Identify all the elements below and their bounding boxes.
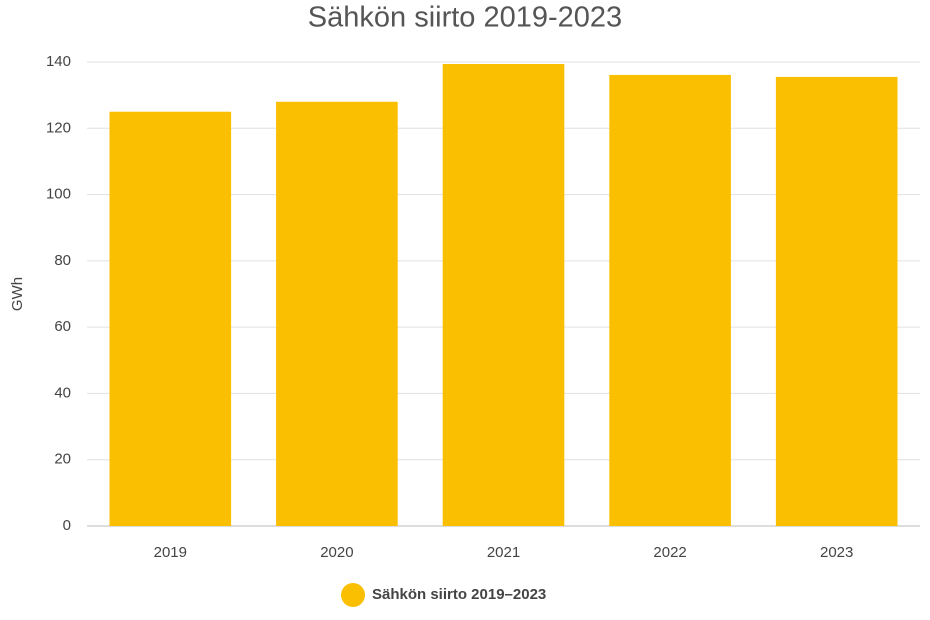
- legend-label: Sähkön siirto 2019–2023: [372, 586, 546, 603]
- chart-title: Sähkön siirto 2019-2023: [308, 2, 622, 34]
- y-tick-label: 20: [54, 451, 71, 468]
- x-tick-label: 2019: [154, 544, 187, 561]
- y-tick-label: 80: [54, 252, 71, 269]
- legend-marker: [341, 583, 365, 607]
- y-tick-label: 60: [54, 318, 71, 335]
- y-tick-label: 40: [54, 384, 71, 401]
- x-tick-label: 2023: [820, 544, 853, 561]
- y-tick-label: 100: [46, 186, 71, 203]
- y-tick-label: 140: [46, 53, 71, 70]
- bar: [609, 74, 731, 526]
- bar: [109, 111, 232, 526]
- x-tick-label: 2021: [487, 544, 520, 561]
- x-tick-label: 2022: [653, 544, 686, 561]
- y-tick-label: 120: [46, 119, 71, 136]
- bar: [775, 76, 898, 527]
- bar: [276, 101, 398, 527]
- y-axis-label: GWh: [9, 277, 26, 311]
- bar: [442, 63, 565, 526]
- x-tick-label: 2020: [320, 544, 353, 561]
- y-tick-label: 0: [63, 517, 71, 534]
